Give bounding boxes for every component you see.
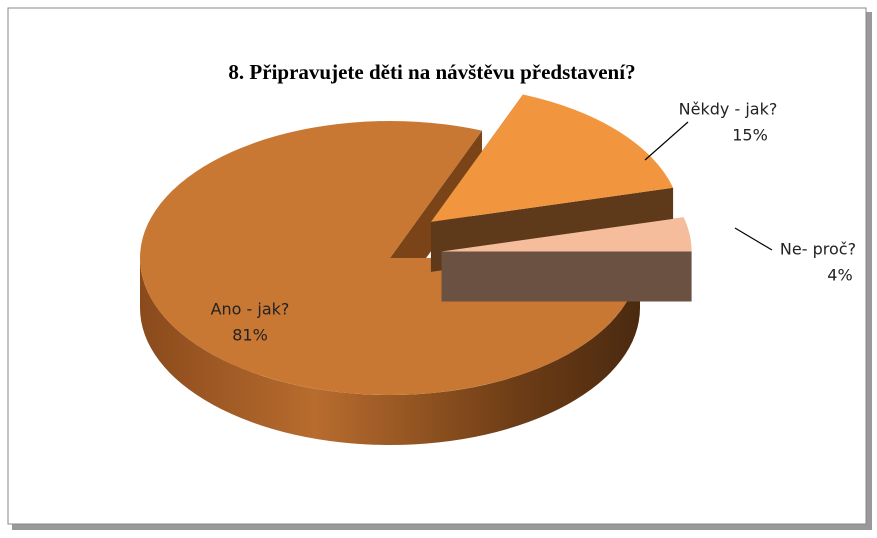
data-label-name: Ano - jak? (211, 300, 290, 319)
slice-wall (140, 258, 640, 445)
data-label-name: Ne- proč? (780, 240, 856, 259)
pie-slice (441, 217, 692, 252)
pie-slice (140, 120, 640, 395)
data-label-value: 15% (732, 126, 768, 145)
slice-side (441, 251, 692, 302)
chart-title: 8. Připravujete děti na návštěvu předsta… (228, 60, 635, 84)
data-label-value: 4% (827, 266, 852, 285)
data-label-name: Někdy - jak? (679, 100, 778, 119)
pie-slice (430, 94, 674, 222)
data-label-value: 81% (232, 326, 268, 345)
leader-line (644, 121, 689, 161)
leader-line (734, 227, 773, 251)
